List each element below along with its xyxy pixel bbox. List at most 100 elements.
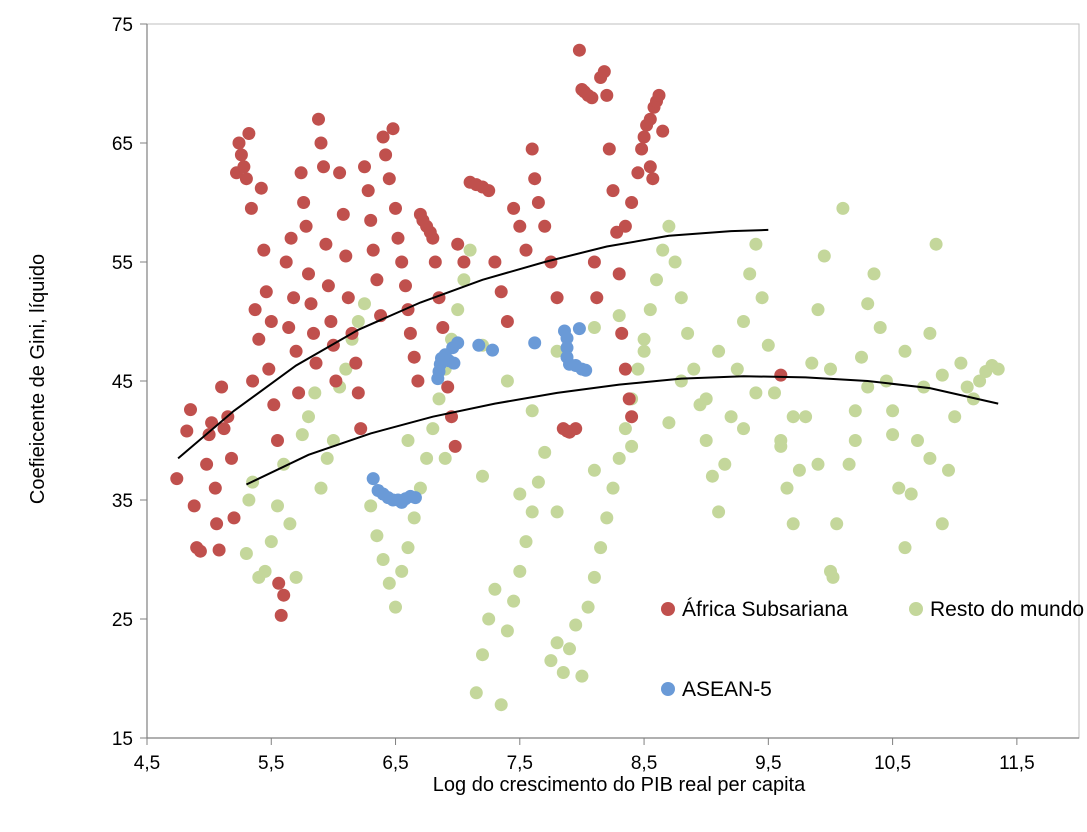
point-africa-subsariana	[436, 321, 450, 334]
x-tick-label: 11,5	[999, 753, 1035, 774]
point-resto-do-mundo	[376, 553, 390, 566]
point-africa-subsariana	[289, 344, 303, 358]
point-africa-subsariana	[271, 434, 284, 447]
point-africa-subsariana	[354, 422, 368, 436]
point-resto-do-mundo	[612, 451, 626, 465]
point-resto-do-mundo	[407, 511, 421, 525]
point-africa-subsariana	[242, 127, 256, 140]
point-resto-do-mundo	[544, 654, 558, 668]
point-africa-subsariana	[180, 424, 194, 438]
point-resto-do-mundo	[302, 410, 315, 424]
point-africa-subsariana	[237, 160, 251, 174]
point-resto-do-mundo	[898, 541, 912, 555]
point-africa-subsariana	[212, 543, 226, 557]
point-resto-do-mundo	[631, 362, 645, 376]
point-africa-subsariana	[239, 172, 253, 186]
point-resto-do-mundo	[786, 410, 800, 424]
point-resto-do-mundo	[457, 273, 471, 287]
point-africa-subsariana	[284, 231, 298, 245]
point-resto-do-mundo	[389, 600, 402, 614]
point-africa-subsariana	[321, 279, 335, 293]
x-tick-label: 7,5	[507, 753, 533, 774]
point-resto-do-mundo	[674, 374, 688, 388]
point-africa-subsariana	[457, 255, 471, 269]
ticks-layer: 4,5 5,5 6,5 7,5 8,5 9,5 10,5 11,5 15 25 35 45 55 65 75	[112, 15, 1035, 774]
x-tick-label: 10,5	[874, 753, 911, 774]
point-resto-do-mundo	[637, 332, 651, 346]
point-resto-do-mundo	[488, 582, 502, 596]
point-resto-do-mundo	[687, 362, 701, 376]
point-africa-subsariana	[232, 136, 246, 150]
point-resto-do-mundo	[991, 362, 1005, 376]
point-africa-subsariana	[257, 243, 271, 257]
point-resto-do-mundo	[830, 517, 844, 531]
point-resto-do-mundo	[482, 612, 496, 626]
point-africa-subsariana	[244, 201, 258, 215]
point-resto-do-mundo	[625, 439, 639, 453]
point-resto-do-mundo	[935, 517, 949, 531]
point-africa-subsariana	[612, 267, 626, 281]
point-asean-5	[572, 322, 586, 336]
point-africa-subsariana	[622, 392, 636, 406]
y-tick-label: 75	[112, 15, 133, 36]
point-resto-do-mundo	[320, 451, 334, 465]
point-africa-subsariana	[333, 166, 347, 180]
point-africa-subsariana	[302, 267, 315, 281]
point-africa-subsariana	[407, 350, 421, 364]
point-resto-do-mundo	[575, 669, 589, 683]
point-resto-do-mundo	[258, 564, 272, 578]
point-africa-subsariana	[386, 122, 400, 136]
point-resto-do-mundo	[525, 505, 539, 519]
point-africa-subsariana	[187, 499, 201, 513]
point-africa-subsariana	[370, 273, 384, 287]
point-africa-subsariana	[500, 315, 514, 328]
point-africa-subsariana	[366, 243, 380, 257]
point-africa-subsariana	[358, 160, 371, 174]
point-resto-do-mundo	[886, 428, 900, 442]
y-axis-title: Coefieicente de Gini, líquido	[27, 254, 49, 504]
point-africa-subsariana	[277, 588, 291, 602]
point-resto-do-mundo	[923, 326, 937, 340]
point-africa-subsariana	[215, 380, 229, 394]
point-resto-do-mundo	[395, 564, 409, 578]
point-africa-subsariana	[637, 130, 651, 144]
point-resto-do-mundo	[420, 451, 434, 465]
point-resto-do-mundo	[326, 434, 340, 447]
point-resto-do-mundo	[861, 297, 875, 311]
point-resto-do-mundo	[618, 422, 632, 436]
y-tick-label: 55	[112, 253, 133, 274]
point-africa-subsariana	[312, 112, 325, 126]
point-africa-subsariana	[272, 576, 286, 590]
point-africa-subsariana	[519, 243, 533, 257]
point-africa-subsariana	[528, 172, 542, 186]
point-resto-do-mundo	[923, 451, 937, 465]
point-resto-do-mundo	[879, 374, 893, 388]
point-africa-subsariana	[643, 112, 657, 126]
plot-frame	[146, 23, 1080, 739]
point-resto-do-mundo	[513, 487, 527, 501]
point-resto-do-mundo	[382, 576, 396, 590]
point-asean-5	[528, 336, 542, 350]
x-axis-title: Log do crescimento do PIB real per capit…	[433, 774, 806, 796]
point-africa-subsariana	[287, 291, 301, 305]
point-resto-do-mundo	[500, 374, 514, 388]
point-africa-subsariana	[361, 184, 375, 198]
point-africa-subsariana	[246, 374, 260, 388]
point-africa-subsariana	[428, 255, 442, 269]
legend-marker-resto	[909, 602, 923, 616]
point-resto-do-mundo	[929, 237, 943, 251]
point-africa-subsariana	[531, 196, 545, 209]
point-resto-do-mundo	[774, 439, 788, 453]
point-resto-do-mundo	[513, 564, 527, 578]
point-africa-subsariana	[643, 160, 657, 174]
point-resto-do-mundo	[737, 315, 750, 328]
point-resto-do-mundo	[911, 434, 924, 447]
point-resto-do-mundo	[699, 392, 713, 406]
point-africa-subsariana	[202, 428, 216, 442]
point-africa-subsariana	[625, 196, 639, 209]
point-africa-subsariana	[572, 43, 586, 57]
point-africa-subsariana	[488, 255, 502, 269]
point-resto-do-mundo	[873, 321, 887, 334]
point-africa-subsariana	[262, 362, 276, 376]
legend: África Subsariana Resto do mundo ASEAN-5	[661, 598, 1084, 701]
